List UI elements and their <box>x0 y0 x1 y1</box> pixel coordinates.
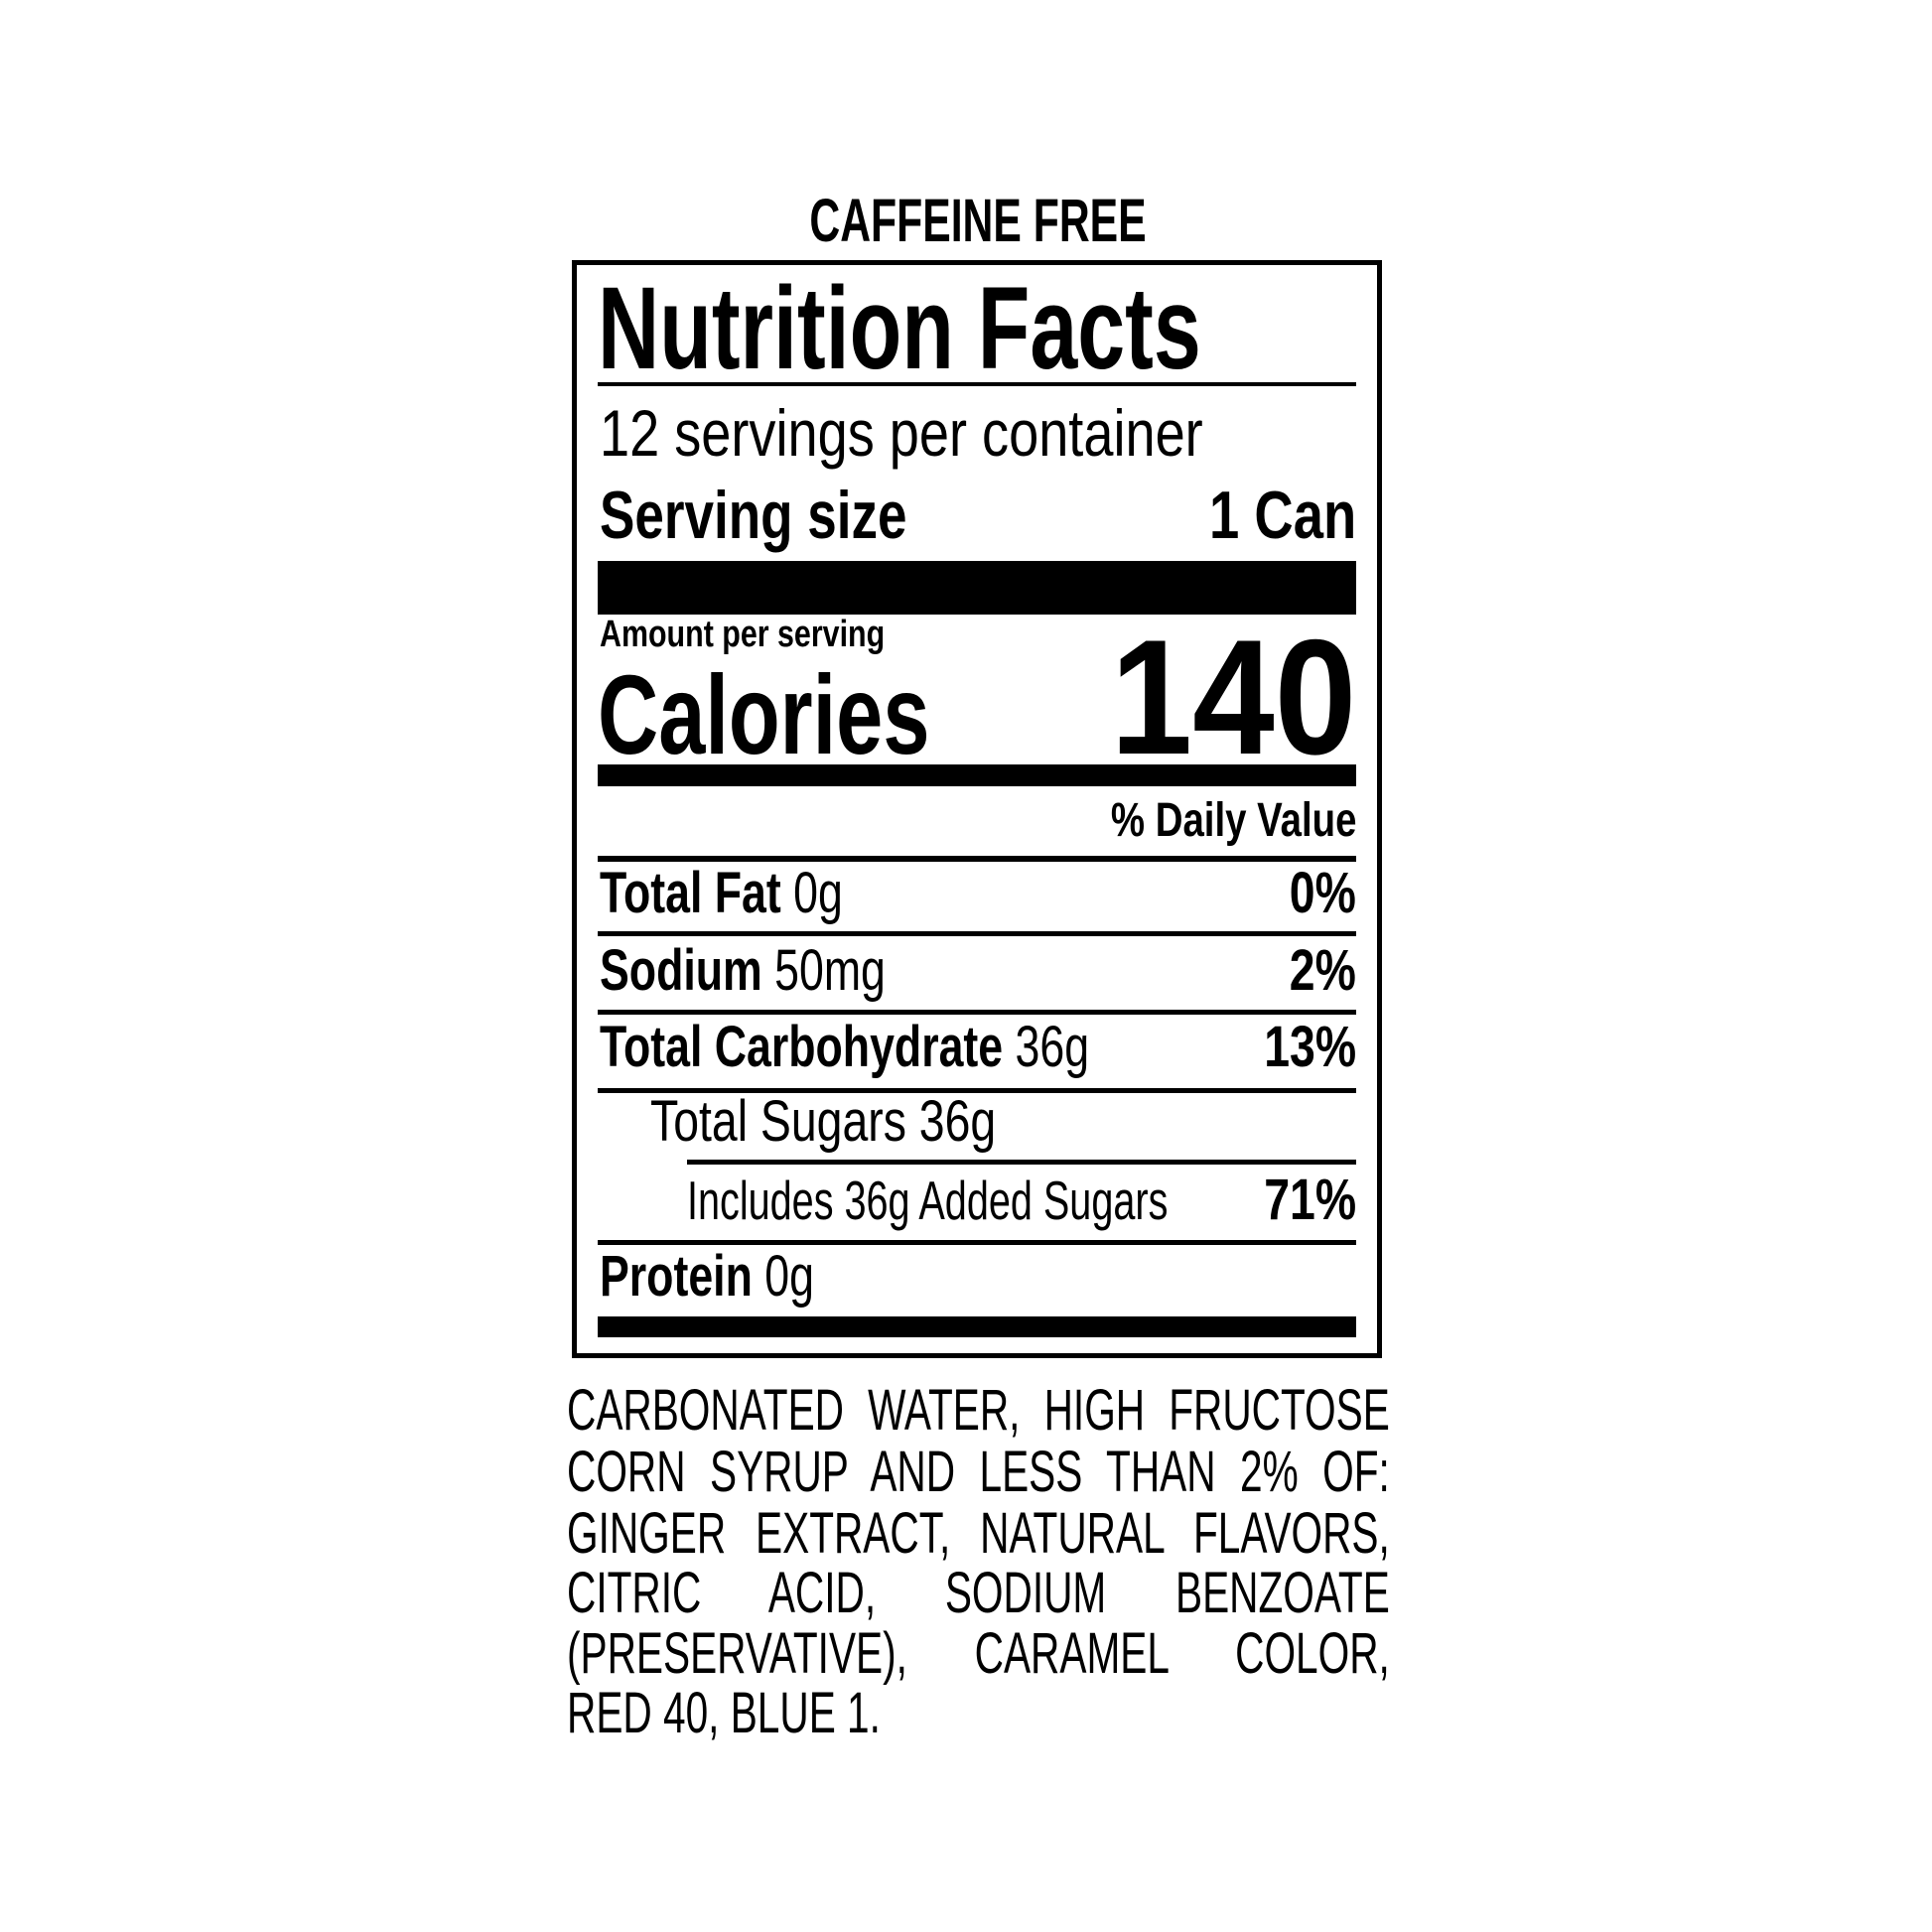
nutrient-sodium: Sodium 50mg <box>600 942 886 1000</box>
nutrient-name: Total Fat <box>600 861 781 925</box>
calories-bar <box>598 764 1356 786</box>
calories-value: 140 <box>1110 606 1356 788</box>
divider <box>687 1160 1356 1165</box>
nutrient-added-sugars: Includes 36g Added Sugars <box>687 1170 1169 1231</box>
nutrient-dv: 71% <box>1264 1168 1356 1232</box>
thick-bar-top <box>598 561 1356 615</box>
divider <box>598 1010 1356 1015</box>
ingredients-line: (PRESERVATIVE), CARAMEL COLOR, <box>567 1621 1390 1686</box>
nutrient-amount: 0g <box>764 1244 814 1309</box>
servings-per-container: 12 servings per container <box>600 396 1203 470</box>
nutrient-amount: 36g <box>1015 1015 1090 1079</box>
nutrient-name: Sodium <box>600 938 762 1003</box>
ingredients-line: CARBONATED WATER, HIGH FRUCTOSE <box>567 1378 1390 1443</box>
nutrient-total-fat: Total Fat 0g <box>600 865 843 922</box>
nutrient-amount: 50mg <box>774 938 886 1003</box>
nutrient-protein: Protein 0g <box>600 1248 814 1306</box>
divider <box>598 1240 1356 1245</box>
nutrient-dv: 0% <box>1289 861 1356 925</box>
ingredients-line: CITRIC ACID, SODIUM BENZOATE <box>567 1561 1390 1625</box>
nutrient-dv: 13% <box>1264 1015 1356 1079</box>
nutrient-total-carbohydrate: Total Carbohydrate 36g <box>600 1019 1089 1076</box>
ingredients-line: GINGER EXTRACT, NATURAL FLAVORS, <box>567 1501 1390 1566</box>
ingredients-line: CORN SYRUP AND LESS THAN 2% OF: <box>567 1440 1390 1504</box>
divider <box>598 1088 1356 1093</box>
title-divider <box>598 382 1356 386</box>
panel-title: Nutrition Facts <box>598 263 1201 394</box>
nutrient-name: Total Carbohydrate <box>600 1015 1004 1079</box>
bottom-bar <box>598 1316 1356 1337</box>
nutrient-dv: 2% <box>1289 938 1356 1003</box>
amount-per-serving: Amount per serving <box>600 614 886 655</box>
nutrient-name: Protein <box>600 1244 753 1309</box>
nutrition-facts-panel <box>572 260 1382 1358</box>
serving-size-value: 1 Can <box>1208 478 1356 553</box>
divider <box>598 856 1356 862</box>
divider <box>598 931 1356 936</box>
serving-size-label: Serving size <box>600 478 907 553</box>
nutrient-total-sugars: Total Sugars 36g <box>650 1089 997 1154</box>
nutrient-amount: 0g <box>793 861 843 925</box>
caffeine-free-note: CAFFEINE FREE <box>809 187 1147 254</box>
daily-value-header: % Daily Value <box>1110 794 1356 847</box>
calories-label: Calories <box>598 652 930 777</box>
ingredients-line: RED 40, BLUE 1. <box>567 1681 881 1745</box>
